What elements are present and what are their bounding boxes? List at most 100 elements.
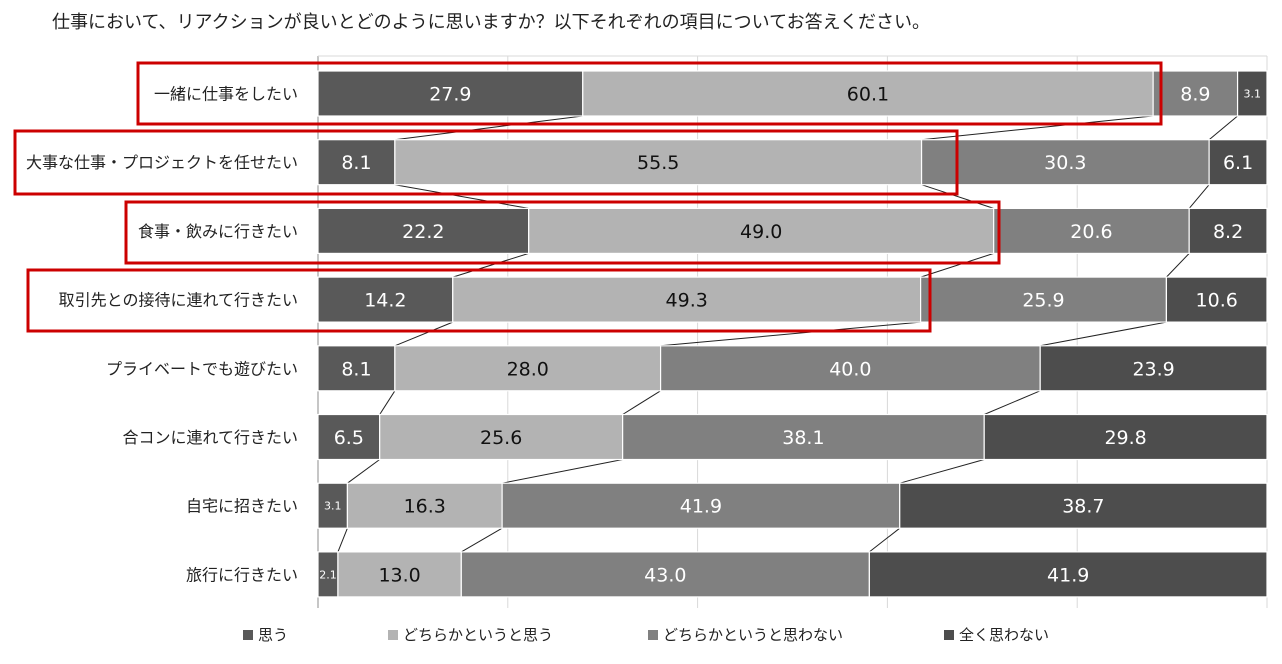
- bar-segment: [379, 413, 624, 461]
- legend: 思う どちらかというと思う どちらかというと思わない 全く思わない: [243, 626, 1049, 644]
- legend-swatch: [648, 630, 658, 640]
- data-label: 49.3: [666, 290, 708, 312]
- data-label: 6.1: [1223, 152, 1253, 174]
- bar-segment: [1188, 207, 1268, 254]
- bar-segment: [1152, 70, 1239, 117]
- bar-segment: [317, 276, 454, 323]
- category-label: 取引先との接待に連れて行きたい: [59, 291, 298, 310]
- legend-label: どちらかというと思う: [403, 626, 553, 644]
- data-label: 41.9: [680, 496, 722, 518]
- connector-line: [622, 390, 661, 415]
- data-label: 20.6: [1070, 221, 1112, 243]
- data-label: 23.9: [1132, 358, 1174, 380]
- connector-line: [337, 528, 348, 553]
- category-label: 一緒に仕事をしたい: [154, 85, 298, 104]
- category-label: 旅行に行きたい: [186, 565, 298, 584]
- legend-label: 全く思わない: [959, 626, 1049, 644]
- bar-segment: [920, 139, 1210, 186]
- connector-line: [984, 390, 1041, 415]
- data-label: 43.0: [644, 564, 686, 586]
- data-label: 10.6: [1196, 290, 1238, 312]
- data-label: 13.0: [378, 564, 420, 586]
- data-label: 55.5: [637, 152, 679, 174]
- bar-segment: [394, 139, 923, 186]
- data-label: 38.1: [782, 427, 824, 449]
- data-label: 25.9: [1022, 290, 1064, 312]
- connector-line: [921, 115, 1154, 141]
- category-label: 合コンに連れて行きたい: [122, 428, 298, 447]
- bar-segment: [899, 482, 1268, 529]
- bar-segment: [337, 551, 462, 598]
- connector-line: [394, 321, 453, 347]
- connector-line: [869, 527, 901, 553]
- row-labels: 一緒に仕事をしたい大事な仕事・プロジェクトを任せたい食事・飲みに行きたい取引先と…: [26, 85, 298, 585]
- bar-segment: [528, 207, 995, 254]
- data-label: 14.2: [364, 290, 406, 312]
- legend-label: どちらかというと思わない: [663, 626, 843, 644]
- data-label: 25.6: [480, 427, 522, 449]
- data-label: 3.1: [1244, 88, 1262, 101]
- bar-segment: [1236, 70, 1268, 117]
- bar-segment: [394, 345, 662, 392]
- legend-swatch: [243, 630, 253, 640]
- connector-line: [394, 115, 583, 141]
- bar-segment: [460, 551, 870, 598]
- bar-segment: [317, 207, 530, 254]
- highlight-box: [136, 61, 1163, 126]
- bar-segment: [317, 70, 584, 117]
- connector-lines: [337, 115, 1238, 553]
- data-label: 41.9: [1047, 564, 1089, 586]
- category-label: プライベートでも遊びたい: [106, 359, 298, 378]
- data-label: 6.5: [334, 427, 364, 449]
- connector-line: [1040, 321, 1167, 347]
- legend-swatch: [388, 630, 398, 640]
- category-label: 大事な仕事・プロジェクトを任せたい: [26, 153, 298, 172]
- connector-line: [461, 527, 503, 553]
- bar-segment: [582, 70, 1154, 117]
- bars: 27.9 60.1 8.9 3.1 8.1 55.5 30.3 6.1 22.2 49.0 20.6…: [317, 70, 1268, 598]
- bar-segment: [868, 551, 1268, 598]
- connector-line: [899, 459, 985, 484]
- bar-segment: [622, 413, 985, 461]
- data-label: 38.7: [1062, 496, 1104, 518]
- connector-line: [660, 321, 921, 347]
- data-label: 27.9: [429, 84, 471, 106]
- data-label: 3.1: [324, 500, 342, 513]
- data-label: 2.1: [319, 568, 337, 581]
- connector-line: [1188, 184, 1210, 209]
- bar-segment: [1039, 345, 1268, 392]
- connector-line: [1208, 115, 1238, 141]
- bar-segment: [1208, 139, 1268, 186]
- legend-label: 思う: [258, 626, 288, 644]
- data-label: 29.8: [1104, 427, 1146, 449]
- category-label: 自宅に招きたい: [186, 497, 298, 516]
- data-label: 40.0: [829, 358, 871, 380]
- data-label: 8.2: [1213, 221, 1243, 243]
- connector-line: [394, 184, 529, 209]
- data-label: 28.0: [507, 358, 549, 380]
- bar-segment: [920, 276, 1168, 323]
- data-label: 49.0: [740, 221, 782, 243]
- highlight-boxes: [13, 61, 1163, 333]
- data-label: 16.3: [404, 496, 446, 518]
- connector-line: [452, 252, 529, 278]
- highlight-box: [13, 129, 959, 196]
- highlight-box: [26, 268, 932, 333]
- bar-segment: [659, 345, 1041, 392]
- bar-segment: [317, 139, 396, 186]
- bar-segment: [1165, 276, 1268, 323]
- data-label: 8.1: [341, 358, 371, 380]
- connector-line: [347, 459, 380, 484]
- data-label: 8.9: [1180, 84, 1210, 106]
- connector-line: [502, 459, 623, 484]
- bar-segment: [983, 413, 1268, 461]
- bar-segment: [346, 482, 503, 529]
- highlight-box: [124, 200, 1001, 265]
- connector-line: [921, 184, 994, 209]
- chart-title: 仕事において、リアクションが良いとどのように思いますか？以下それぞれの項目につい…: [52, 12, 930, 33]
- data-label: 8.1: [341, 152, 371, 174]
- category-label: 食事・飲みに行きたい: [138, 222, 298, 241]
- bar-segment: [317, 413, 381, 461]
- bar-segment: [317, 345, 396, 392]
